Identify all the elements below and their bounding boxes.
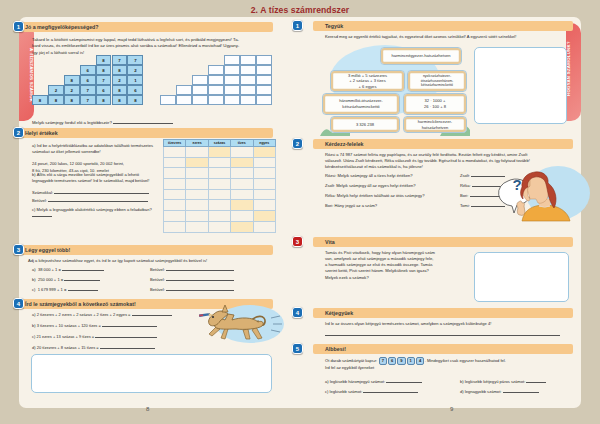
svg-text:?: ? [512,176,521,193]
